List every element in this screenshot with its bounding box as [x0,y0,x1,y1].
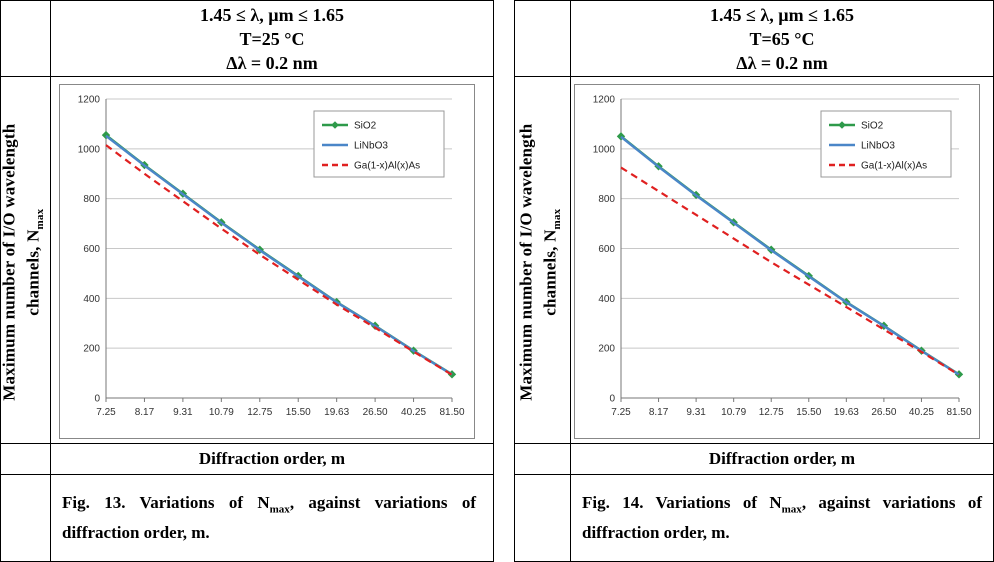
y-axis-title: Maximum number of I/O wavelength channel… [514,78,570,446]
x-tick-label: 7.25 [96,407,116,418]
caption-prefix: Fig. 14. Variations of N [582,493,782,512]
x-tick-label: 26.50 [363,407,388,418]
temperature: T=65 °C [749,29,815,49]
x-tick-label: 9.31 [173,407,193,418]
x-tick-label: 19.63 [324,407,349,418]
row-divider [0,474,494,475]
y-tick-label: 1000 [78,144,101,155]
line-chart: 0 200 400 600 800 1000 1200 7.25 8.17 9.31 10.79 12… [78,95,465,419]
y-axis-title-line1: Maximum number of I/O wavelength [516,123,536,401]
legend-label-linbo3: LiNbO3 [354,141,388,152]
chart-area: 0 200 400 600 800 1000 1200 7.25 8.17 9.31 10.79 12… [574,84,980,439]
y-tick-label: 400 [83,294,100,305]
x-tick-label: 9.31 [686,407,706,418]
y-tick-label: 0 [609,394,615,405]
temperature: T=25 °C [239,29,305,49]
y-tick-label: 600 [598,244,615,255]
legend-marker-sio2 [331,121,339,129]
series-line-linbo3 [620,135,960,376]
y-axis-title-line2: channels, N [23,229,43,316]
data-point-sio2 [616,132,626,141]
y-tick-label: 600 [83,244,100,255]
series-line-ga-1-x-al-x-as [620,166,960,376]
legend-label-ga-1-x-al-x-as: Ga(1-x)Al(x)As [354,161,420,172]
row-divider [514,76,994,77]
caption-subscript: max [269,503,290,516]
x-tick-label: 81.50 [439,407,464,418]
column-divider [570,0,571,562]
y-tick-label: 400 [598,294,615,305]
caption-suffix: , against variations of diffraction orde… [62,493,476,543]
series-line-ga-1-x-al-x-as [105,144,453,376]
x-tick-label: 19.63 [834,407,859,418]
row-divider [514,474,994,475]
row-divider [0,443,494,444]
wavelength-range: 1.45 ≤ λ, µm ≤ 1.65 [710,5,854,25]
chart-header: 1.45 ≤ λ, µm ≤ 1.65 T=25 °C Δλ = 0.2 nm [51,3,493,75]
series-line-linbo3 [105,134,453,376]
y-tick-label: 800 [598,194,615,205]
line-chart: 0 200 400 600 800 1000 1200 7.25 8.17 9.31 10.79 12… [593,95,972,419]
x-tick-label: 15.50 [286,407,311,418]
figure-caption: Fig. 13. Variations of Nmax, against var… [62,491,476,545]
column-divider [50,0,51,562]
legend-label-sio2: SiO2 [861,121,884,132]
legend-label-ga-1-x-al-x-as: Ga(1-x)Al(x)As [861,161,927,172]
x-tick-label: 81.50 [946,407,971,418]
y-tick-label: 200 [83,344,100,355]
x-tick-label: 8.17 [649,407,669,418]
y-tick-label: 800 [83,194,100,205]
y-axis-title-subscript: max [551,208,564,230]
x-tick-label: 12.75 [247,407,272,418]
row-divider [514,443,994,444]
caption-prefix: Fig. 13. Variations of N [62,493,270,512]
x-tick-label: 40.25 [909,407,934,418]
caption-subscript: max [781,503,802,516]
row-divider [0,76,494,77]
caption-suffix: , against variations of diffraction orde… [582,493,982,543]
figure-caption: Fig. 14. Variations of Nmax, against var… [582,491,982,545]
x-tick-label: 10.79 [721,407,746,418]
y-axis-title-line1: Maximum number of I/O wavelength [0,123,19,401]
y-tick-label: 1000 [593,144,616,155]
figure-13-panel: 1.45 ≤ λ, µm ≤ 1.65 T=25 °C Δλ = 0.2 nm … [0,0,494,562]
y-tick-label: 1200 [78,95,101,106]
chart-header: 1.45 ≤ λ, µm ≤ 1.65 T=65 °C Δλ = 0.2 nm [571,3,993,75]
x-tick-label: 10.79 [209,407,234,418]
chart-area: 0 200 400 600 800 1000 1200 7.25 8.17 9.31 10.79 12… [59,84,475,439]
x-tick-label: 12.75 [759,407,784,418]
y-axis-title: Maximum number of I/O wavelength channel… [0,78,50,446]
x-axis-title: Diffraction order, m [708,449,856,468]
x-tick-label: 15.50 [796,407,821,418]
y-axis-title-line2: channels, N [540,229,560,316]
x-tick-label: 7.25 [611,407,631,418]
legend-label-sio2: SiO2 [354,121,377,132]
y-tick-label: 0 [94,394,100,405]
x-tick-label: 40.25 [401,407,426,418]
wavelength-range: 1.45 ≤ λ, µm ≤ 1.65 [200,5,344,25]
y-axis-title-subscript: max [34,208,47,230]
x-tick-label: 26.50 [871,407,896,418]
figure-14-panel: 1.45 ≤ λ, µm ≤ 1.65 T=65 °C Δλ = 0.2 nm … [514,0,994,562]
x-axis-title: Diffraction order, m [198,449,346,468]
channel-spacing: Δλ = 0.2 nm [736,53,828,73]
legend-label-linbo3: LiNbO3 [861,141,895,152]
legend-marker-sio2 [838,121,846,129]
y-tick-label: 1200 [593,95,616,106]
y-tick-label: 200 [598,344,615,355]
x-tick-label: 8.17 [135,407,155,418]
channel-spacing: Δλ = 0.2 nm [226,53,318,73]
